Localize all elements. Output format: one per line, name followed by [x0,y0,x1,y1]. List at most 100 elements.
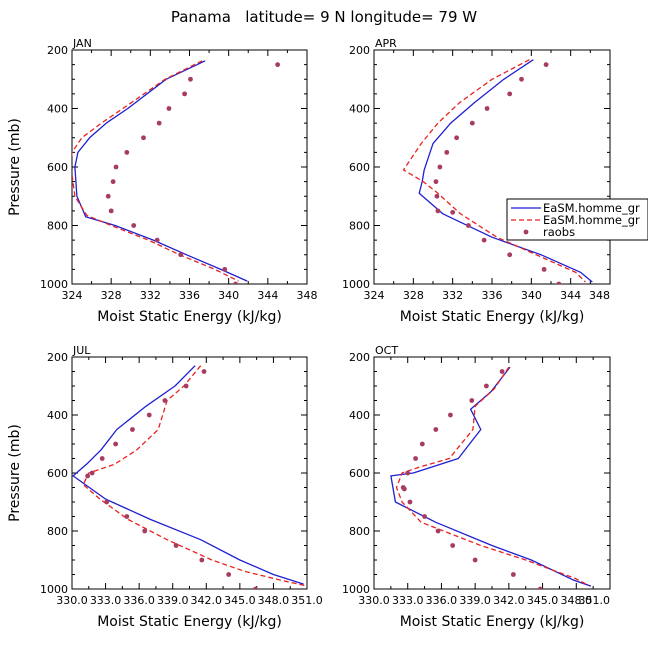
raobs-point [183,383,189,389]
raobs-point [484,106,490,111]
raobs-point [201,369,207,374]
legend-label: raobs [543,225,575,239]
y-tick-label: 1000 [40,278,68,291]
plot-area [390,366,592,589]
panel-label: JUL [72,344,91,357]
x-tick-label: 342.0 [191,594,223,607]
y-tick-label: 400 [47,409,68,422]
raobs-point [454,135,459,141]
x-tick-label: 328 [403,289,424,302]
x-tick-label: 348.0 [258,594,290,607]
raobs-point [130,427,135,432]
y-tick-label: 600 [47,467,68,480]
raobs-point [108,208,114,214]
raobs-point [466,223,471,228]
raobs-point [162,398,168,403]
x-tick-label: 336 [482,289,503,302]
x-tick-label: 333.0 [90,594,122,607]
raobs-point [275,62,281,68]
x-tick-label: 324 [62,289,83,302]
x-tick-label: 348.0 [561,594,593,607]
series-line-solid [72,365,304,585]
raobs-point [178,252,184,258]
y-tick-label: 800 [349,220,370,233]
x-tick-label: 330.0 [56,594,88,607]
raobs-point [405,470,411,476]
raobs-point [253,586,258,589]
raobs-point [435,528,441,534]
series-line-dashed [82,365,305,587]
x-tick-label: 344 [257,289,278,302]
plot-frame [71,49,308,285]
y-axis-label: Pressure (mb) [7,118,23,216]
series-line-dashed [402,59,586,283]
raobs-point [401,486,407,492]
raobs-point [141,135,146,141]
x-tick-label: 342.0 [493,594,525,607]
raobs-point [104,499,110,505]
x-tick-label: 330.0 [358,594,390,607]
raobs-point [413,456,418,461]
plot-frame [71,356,308,590]
x-tick-label: 336.0 [123,594,155,607]
x-tick-label: 340 [218,289,239,302]
x-tick-label: 348 [589,289,610,302]
x-tick-label: 336 [179,289,200,302]
raobs-point [543,62,549,68]
raobs-point [85,473,91,479]
raobs-point [435,208,441,214]
plot-area [72,365,305,589]
raobs-point [469,398,475,403]
raobs-point [433,179,439,185]
plot-frame [373,49,611,285]
x-tick-label: 351.0 [291,594,323,607]
raobs-point [156,120,162,126]
raobs-point [110,179,116,185]
raobs-point [556,281,562,284]
y-axis-label: Pressure (mb) [7,424,23,522]
raobs-point [199,557,205,563]
y-tick-label: 400 [349,103,370,116]
y-tick-label: 800 [47,525,68,538]
raobs-point [188,76,193,82]
raobs-point [448,412,453,418]
x-tick-label: 332 [140,289,161,302]
y-tick-label: 1000 [342,278,370,291]
x-tick-label: 344 [560,289,581,302]
panel-label: JAN [72,37,92,50]
x-axis-label: Moist Static Energy (kJ/kg) [400,309,585,325]
x-tick-label: 340 [521,289,542,302]
raobs-point [89,470,95,476]
figure-title: Panama latitude= 9 N longitude= 79 W [171,8,477,26]
x-axis-label: Moist Static Energy (kJ/kg) [97,309,282,325]
x-tick-label: 324 [364,289,385,302]
raobs-point [113,441,119,447]
raobs-point [154,237,160,243]
y-tick-label: 600 [349,161,370,174]
raobs-point [507,252,513,258]
y-tick-label: 1000 [342,583,370,596]
raobs-point [469,120,475,126]
y-tick-label: 200 [47,351,68,364]
legend-label: EaSM.homme_gr [543,213,640,227]
y-tick-label: 200 [349,44,370,57]
x-tick-label: 339.0 [157,594,189,607]
raobs-point [510,572,516,577]
panel-label: OCT [375,344,398,357]
y-tick-label: 1000 [40,583,68,596]
raobs-point [499,369,505,374]
legend-marker [523,229,529,235]
raobs-point [105,193,111,199]
raobs-point [481,237,487,243]
y-tick-label: 400 [349,409,370,422]
raobs-point [537,586,543,589]
legend-label: EaSM.homme_gr [543,201,640,215]
raobs-point [437,164,443,170]
raobs-point [450,543,456,548]
x-tick-label: 339.0 [459,594,491,607]
raobs-point [173,543,179,548]
raobs-point [419,441,425,447]
y-tick-label: 600 [47,161,68,174]
